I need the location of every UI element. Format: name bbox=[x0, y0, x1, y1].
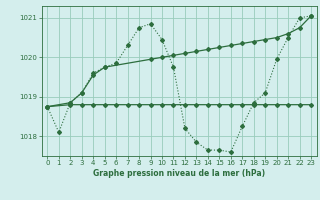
X-axis label: Graphe pression niveau de la mer (hPa): Graphe pression niveau de la mer (hPa) bbox=[93, 169, 265, 178]
